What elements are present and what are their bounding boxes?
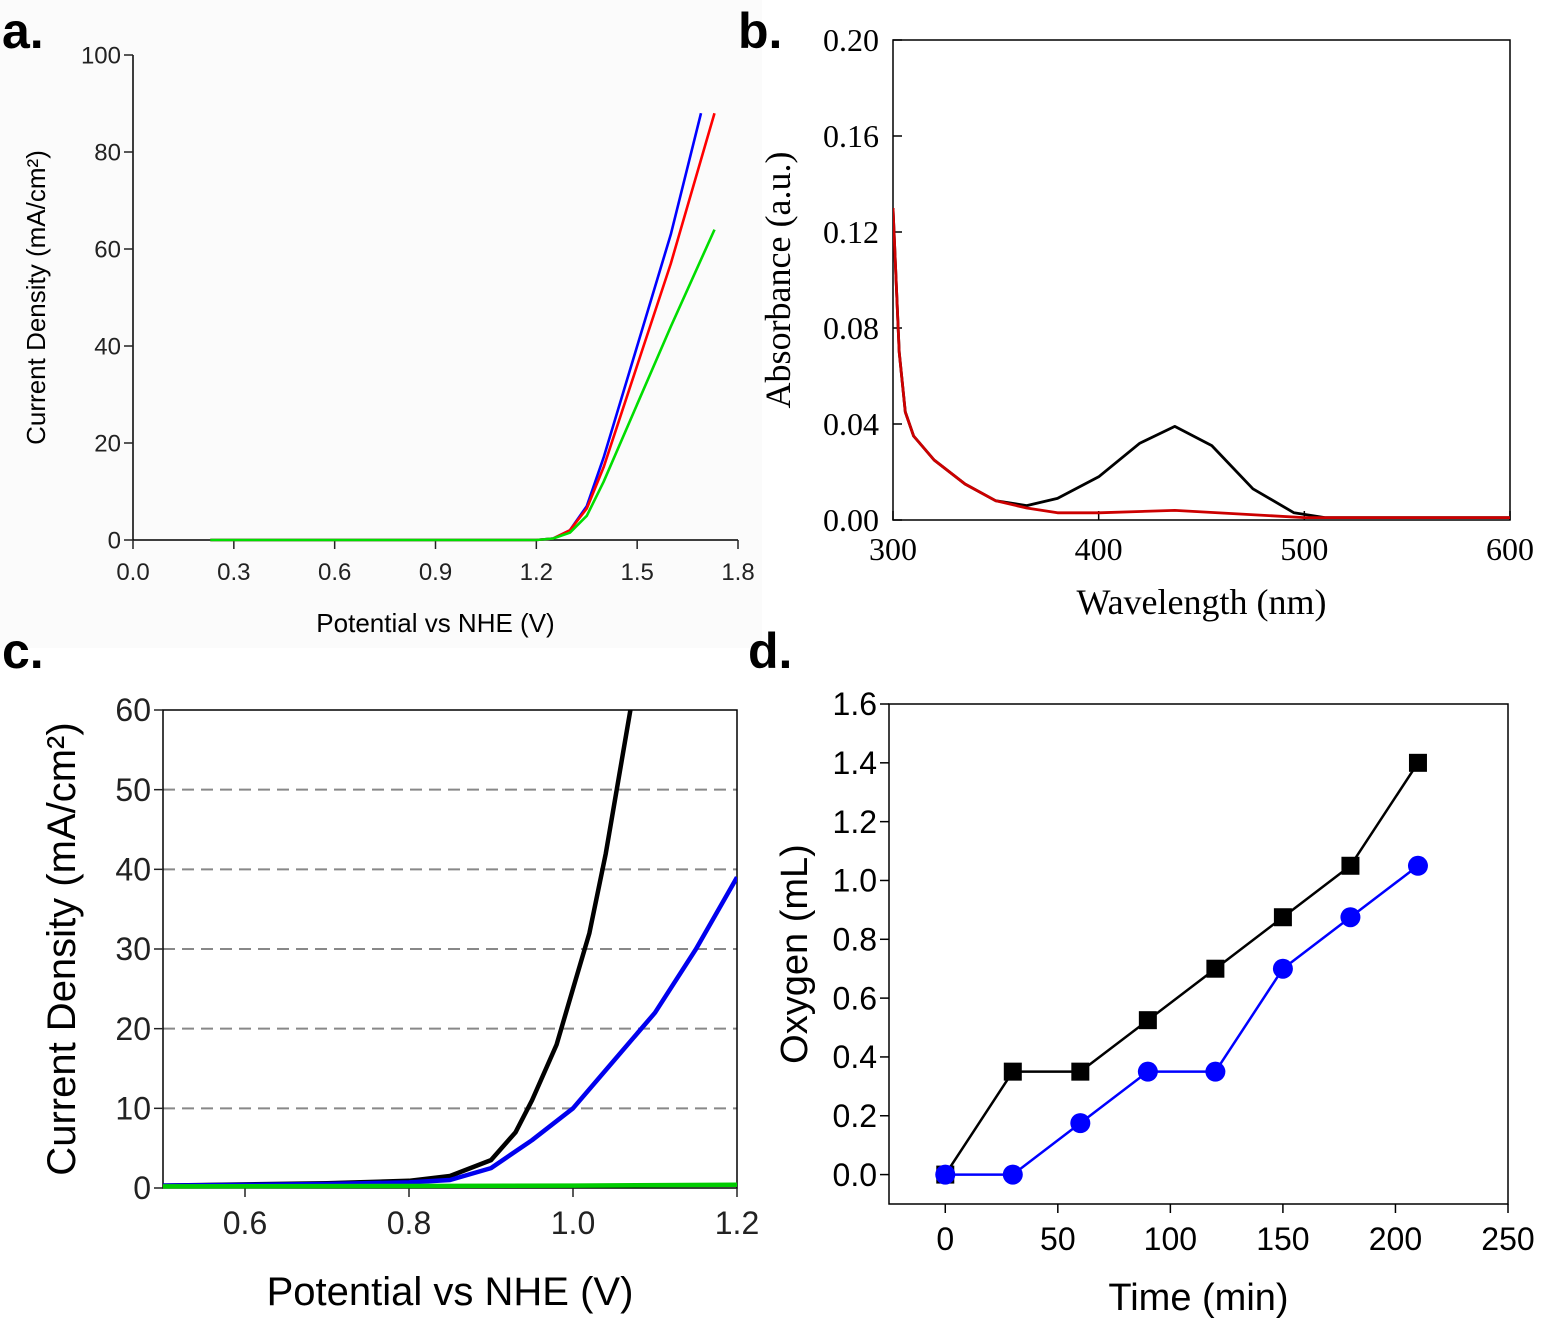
chart-a-ytick-label-0: 0 (108, 527, 121, 554)
chart-d-series-0-point-1 (1003, 1062, 1022, 1081)
chart-d-series-1-point-5 (1272, 958, 1293, 979)
chart-a-ytick-label-1: 20 (94, 430, 121, 457)
chart-c-ytick-label-4: 40 (115, 852, 151, 888)
chart-c-ytick-label-2: 20 (115, 1011, 151, 1047)
chart-b-series-0-line (893, 207, 1510, 519)
chart-d-xtick-label-4: 200 (1369, 1221, 1422, 1257)
chart-d-xtick-label-3: 150 (1256, 1221, 1309, 1257)
chart-d-ytick-label-2: 0.4 (833, 1039, 877, 1075)
chart-d-ytick-label-3: 0.6 (833, 980, 877, 1016)
panel-letter-b: b. (738, 3, 782, 59)
chart-a-xtick-label-6: 1.8 (721, 559, 754, 586)
chart-c-series-1-line (163, 876, 737, 1188)
chart-d-ytick-label-1: 0.2 (833, 1098, 877, 1134)
chart-b-xtick-label-3: 600 (1486, 531, 1534, 567)
chart-c-ytick-label-5: 50 (115, 772, 151, 808)
chart-a-xtick-label-1: 0.3 (217, 559, 250, 586)
chart-d-series-0-point-5 (1273, 908, 1292, 927)
chart-a-ytick-label-5: 100 (81, 42, 121, 69)
chart-c-ylabel: Current Density (mA/cm²) (40, 722, 84, 1175)
chart-b-ylabel: Absorbance (a.u.) (758, 152, 798, 409)
chart-d-series-1-point-4 (1205, 1061, 1226, 1082)
chart-b-xtick-label-1: 400 (1075, 531, 1123, 567)
chart-c: 0.6 0.8 1.0 1.2 0 10 20 30 40 50 60 Potential vs NH… (40, 692, 759, 1314)
chart-a-xlabel: Potential vs NHE (V) (316, 608, 554, 638)
chart-d-series-1-point-3 (1137, 1061, 1158, 1082)
chart-a-ytick-label-4: 80 (94, 139, 121, 166)
chart-d-series-0-line (944, 762, 1420, 1176)
chart-c-xlabel: Potential vs NHE (V) (267, 1270, 634, 1314)
chart-a-xtick-label-3: 0.9 (419, 559, 452, 586)
chart-c-ytick-label-1: 10 (115, 1091, 151, 1127)
chart-d-series-0-point-6 (1341, 856, 1360, 875)
chart-d-xtick-label-0: 0 (936, 1221, 954, 1257)
chart-d-ytick-label-5: 1.0 (833, 863, 877, 899)
chart-a-xtick-label-5: 1.5 (620, 559, 653, 586)
chart-d-ytick-label-0: 0.0 (833, 1157, 877, 1193)
chart-a: 0.0 0.3 0.6 0.9 1.2 1.5 1.8 0 20 40 60 80 100 Potenti… (21, 42, 755, 638)
chart-a-series-2-line (210, 229, 716, 542)
chart-a-xtick-label-0: 0.0 (116, 559, 149, 586)
chart-c-ytick-label-3: 30 (115, 931, 151, 967)
chart-d-ytick-label-6: 1.2 (833, 804, 877, 840)
chart-a-ylabel: Current Density (mA/cm²) (21, 150, 51, 445)
chart-d-series-0-point-7 (1408, 753, 1427, 772)
chart-d-frame (888, 703, 1509, 1205)
chart-d-xlabel: Time (min) (1108, 1277, 1288, 1319)
chart-d-series-0-point-4 (1206, 959, 1225, 978)
chart-d: 0 50 100 150 200 250 0.0 0.2 0.4 0.6 0.8 1.0 1.2 1.4 1… (774, 686, 1535, 1319)
chart-c-xtick-label-1: 0.8 (387, 1205, 431, 1241)
chart-c-series-0-line (163, 709, 633, 1188)
chart-b-ytick-label-3: 0.12 (823, 214, 879, 250)
chart-d-series-1-point-0 (935, 1164, 956, 1185)
chart-a-ytick-label-2: 40 (94, 333, 121, 360)
panel-letter-a: a. (2, 3, 44, 59)
chart-d-series-1-line (945, 864, 1419, 1176)
chart-d-xtick-label-5: 250 (1481, 1221, 1534, 1257)
chart-a-xtick-label-2: 0.6 (318, 559, 351, 586)
chart-c-xtick-label-3: 1.2 (715, 1205, 759, 1241)
chart-d-xtick-label-1: 50 (1040, 1221, 1076, 1257)
chart-b-ytick-label-1: 0.04 (823, 406, 879, 442)
chart-d-series-1-point-1 (1002, 1164, 1023, 1185)
chart-c-series-2-line (163, 1182, 737, 1189)
chart-d-ylabel: Oxygen (mL) (774, 844, 816, 1064)
chart-b-xtick-label-2: 500 (1280, 531, 1328, 567)
chart-b-frame (892, 39, 1511, 521)
chart-d-series-1-point-7 (1407, 855, 1428, 876)
chart-d-series-0-point-3 (1138, 1011, 1157, 1030)
chart-c-xtick-label-0: 0.6 (223, 1205, 267, 1241)
chart-a-xtick-label-4: 1.2 (520, 559, 553, 586)
chart-c-ytick-label-0: 0 (133, 1170, 151, 1206)
chart-d-ytick-label-7: 1.4 (833, 745, 877, 781)
chart-d-series-0-point-2 (1071, 1062, 1090, 1081)
chart-d-xtick-label-2: 100 (1144, 1221, 1197, 1257)
chart-c-xtick-label-2: 1.0 (551, 1205, 595, 1241)
chart-b-ytick-label-2: 0.08 (823, 310, 879, 346)
chart-d-ytick-label-4: 0.8 (833, 921, 877, 957)
chart-b-xlabel: Wavelength (nm) (1076, 582, 1326, 622)
chart-b-ytick-label-5: 0.20 (823, 22, 879, 58)
chart-c-ytick-label-6: 60 (115, 692, 151, 728)
chart-b-ytick-label-4: 0.16 (823, 118, 879, 154)
chart-a-ytick-label-3: 60 (94, 236, 121, 263)
chart-d-series-1-point-2 (1070, 1113, 1091, 1134)
chart-b-series-1-line (893, 207, 1510, 519)
chart-d-series-1-point-6 (1340, 907, 1361, 928)
panel-letter-d: d. (748, 623, 792, 679)
panel-letter-c: c. (2, 623, 44, 679)
chart-b-xtick-label-0: 300 (869, 531, 917, 567)
chart-b-ytick-label-0: 0.00 (823, 502, 879, 538)
chart-d-ytick-label-8: 1.6 (833, 686, 877, 722)
chart-b: 300 400 500 600 0.00 0.04 0.08 0.12 0.16 0.20 Wave… (758, 22, 1534, 622)
